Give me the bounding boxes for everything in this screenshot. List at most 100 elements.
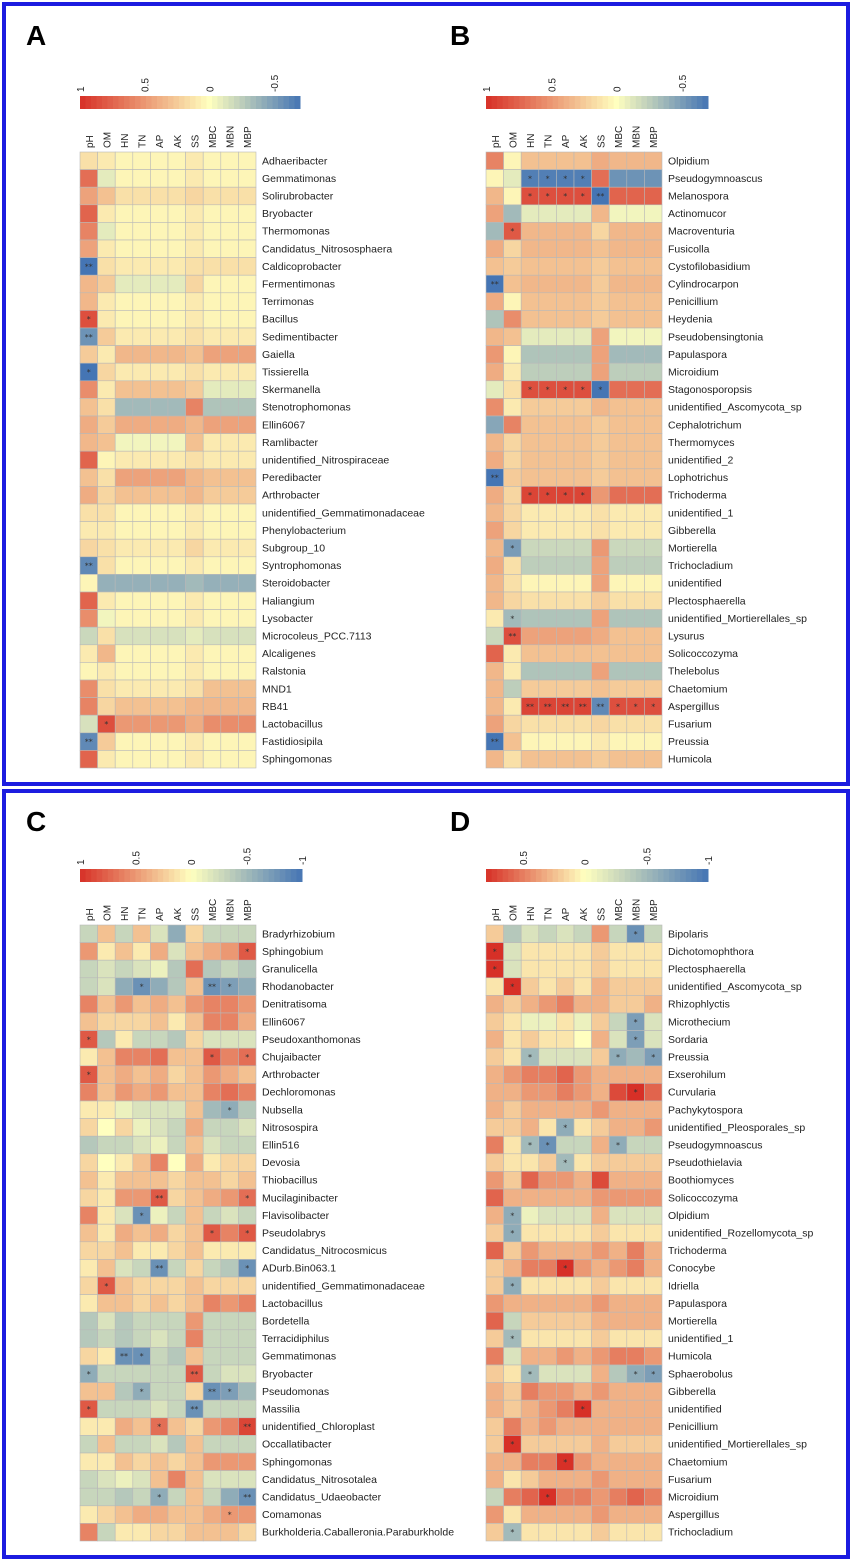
row-label: Thermomonas [262, 226, 330, 238]
heatmap-cell [573, 977, 592, 996]
legend-color-segment [685, 96, 692, 109]
heatmap-cell [167, 1347, 186, 1366]
heatmap-cell [520, 644, 540, 663]
heatmap-cell [485, 995, 504, 1014]
heatmap-cell [556, 1135, 575, 1155]
column-label-hn: HN [120, 907, 131, 921]
heatmap-cell [520, 345, 540, 364]
heatmap-cell [167, 714, 186, 734]
heatmap-cell [608, 415, 628, 434]
heatmap-cell [114, 556, 134, 575]
heatmap-cell [556, 714, 575, 734]
row-label: Cylindrocarpon [668, 279, 739, 291]
heatmap-cell [644, 1206, 663, 1225]
heatmap-cell [644, 924, 663, 943]
heatmap-cell [185, 1012, 204, 1031]
heatmap-cell [608, 1470, 628, 1489]
heatmap-cell [591, 1382, 610, 1401]
heatmap-cell [573, 1206, 592, 1225]
row-label: Pachykytospora [668, 1104, 743, 1116]
heatmap-cell [150, 1083, 169, 1102]
heatmap-cell [97, 959, 116, 979]
row-label: Melanospora [668, 191, 729, 203]
heatmap-cell [132, 644, 151, 663]
heatmap-cell [220, 345, 239, 364]
heatmap-cell [538, 1505, 557, 1524]
heatmap-cell [538, 1347, 557, 1366]
heatmap-cell [167, 1065, 186, 1084]
heatmap-cell [202, 750, 222, 769]
heatmap-cell [608, 591, 628, 610]
heatmap-cell [538, 1399, 557, 1419]
heatmap-cell [202, 1487, 222, 1507]
heatmap-cell [167, 169, 186, 188]
heatmap-cell [626, 591, 645, 610]
row-label: Actinomucor [668, 208, 727, 220]
heatmap-cell [132, 697, 151, 716]
legend-color-segment [146, 96, 152, 109]
heatmap-cell [591, 1135, 610, 1155]
heatmap-cell [503, 574, 522, 593]
row-label: Trichoderma [668, 1245, 727, 1257]
row-label: Ellin6067 [262, 1016, 305, 1028]
heatmap-cell [573, 310, 592, 329]
significance-marker: * [245, 1264, 249, 1273]
heatmap-cell [79, 1470, 98, 1489]
heatmap-cell [644, 292, 663, 311]
heatmap-cell [503, 591, 522, 610]
heatmap-cell [644, 1435, 663, 1454]
heatmap-cell [520, 1188, 540, 1207]
row-label: Pseudolabrys [262, 1228, 326, 1240]
heatmap-cell [485, 574, 504, 593]
heatmap-cell [150, 274, 169, 294]
heatmap-cell [167, 1153, 186, 1172]
legend-color-segment [102, 96, 108, 109]
heatmap-cell [520, 239, 540, 258]
heatmap-cell [485, 1206, 504, 1225]
significance-marker: ** [120, 1352, 128, 1361]
legend-color-segment [547, 96, 554, 109]
row-label: unidentified [668, 578, 722, 590]
heatmap-cell [608, 644, 628, 663]
heatmap-cell [97, 257, 116, 276]
heatmap-cell [132, 1012, 151, 1031]
row-label: Solicoccozyma [668, 1192, 738, 1204]
heatmap-cell [97, 380, 116, 399]
heatmap-cell [220, 574, 239, 593]
heatmap-cell [79, 1171, 98, 1190]
heatmap-cell [150, 942, 169, 961]
heatmap-cell [220, 292, 239, 311]
heatmap-cell [202, 1364, 222, 1383]
heatmap-cell [556, 274, 575, 294]
heatmap-cell [485, 609, 504, 628]
heatmap-cell [485, 538, 504, 558]
heatmap-cell [573, 1153, 592, 1172]
heatmap-cell [79, 186, 98, 206]
heatmap-cell [202, 714, 222, 734]
heatmap-cell [626, 1399, 645, 1419]
heatmap-cell [573, 433, 592, 452]
heatmap-cell [608, 1311, 628, 1331]
legend-color-segment [552, 96, 559, 109]
heatmap-cell [538, 151, 557, 170]
heatmap-cell [538, 345, 557, 364]
row-label: Bryobacter [262, 1368, 313, 1380]
heatmap-cell [150, 503, 169, 522]
heatmap-cell [150, 1100, 169, 1119]
heatmap-cell [114, 1523, 134, 1542]
heatmap-cell [503, 942, 522, 961]
legend-color-segment [296, 869, 303, 882]
significance-marker: * [581, 174, 585, 183]
heatmap-cell [238, 1347, 257, 1366]
heatmap-cell [573, 1223, 592, 1243]
row-label: Peredibacter [262, 472, 322, 484]
heatmap-cell [591, 1259, 610, 1278]
heatmap-cell [132, 1100, 151, 1119]
heatmap-cell [114, 1311, 134, 1331]
heatmap-cell [132, 433, 151, 452]
heatmap-cell [520, 574, 540, 593]
heatmap-cell [97, 924, 116, 943]
heatmap-cell [644, 310, 663, 329]
column-label-ph: pH [85, 135, 96, 148]
column-label-ss: SS [596, 134, 607, 148]
